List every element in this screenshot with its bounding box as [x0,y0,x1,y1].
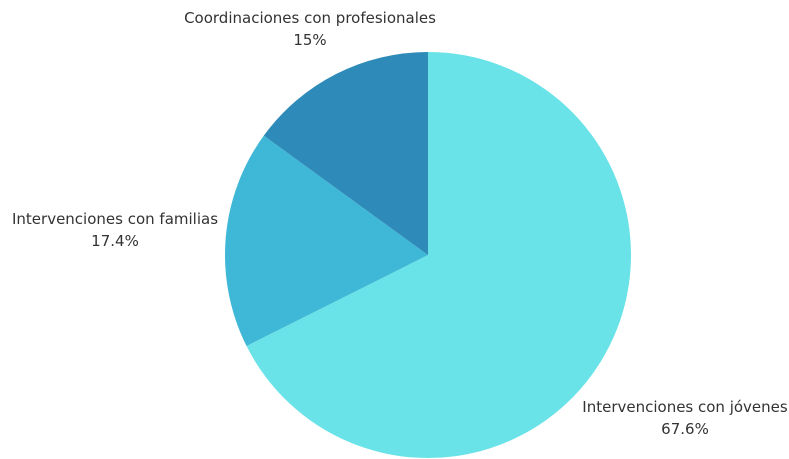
slice-familias [225,135,428,347]
slice-label-coordinaciones: Coordinaciones con profesionales [184,9,436,27]
slice-jovenes [246,52,632,458]
slice-label-familias: Intervenciones con familias [12,210,218,228]
pie-slices [225,52,632,458]
slice-coordinaciones [263,52,428,255]
pie-labels: Coordinaciones con profesionales 15% Int… [12,9,788,438]
slice-value-familias: 17.4% [91,232,139,250]
slice-label-jovenes: Intervenciones con jóvenes [582,398,788,416]
slice-value-jovenes: 67.6% [661,420,709,438]
slice-value-coordinaciones: 15% [293,31,326,49]
